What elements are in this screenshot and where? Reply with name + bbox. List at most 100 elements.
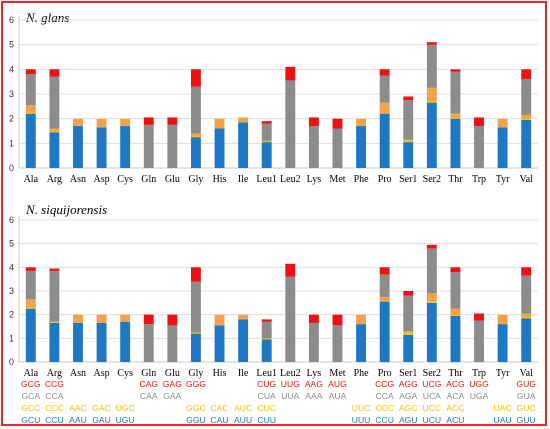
bar-segment-gln-red xyxy=(143,117,154,125)
bar-segment-val-orange xyxy=(521,114,532,119)
bar-segment-val-blue xyxy=(521,318,532,362)
bar-segment-val-yellow xyxy=(521,118,532,120)
bar-segment-thr-yellow xyxy=(450,117,461,119)
bar-segment-ser2-orange xyxy=(426,87,437,102)
y-tick-label: 3 xyxy=(9,89,14,99)
x-category-label: Trp xyxy=(472,174,486,185)
codon-label-arg-gray: CCA xyxy=(45,391,63,401)
codon-label-gln-gray: CAA xyxy=(140,391,158,401)
x-category-label: Cys xyxy=(117,368,133,379)
codon-label-ile-blue: AUU xyxy=(234,415,252,425)
x-category-label: Asp xyxy=(94,368,110,379)
bar-segment-ser2-red xyxy=(426,244,437,249)
bar-segment-pro-blue xyxy=(379,113,390,168)
bar-segment-met-gray xyxy=(332,128,343,168)
bar-segment-pro-orange xyxy=(379,296,390,302)
bar-segment-leu2-red xyxy=(285,66,296,81)
codon-label-val-blue: GUU xyxy=(517,415,536,425)
codon-label-his-yellow: CAC xyxy=(210,403,228,413)
bar-segment-gln-gray xyxy=(143,124,154,168)
codon-label-phe-yellow: UUC xyxy=(352,403,371,413)
x-category-label: Phe xyxy=(354,368,370,379)
y-tick-label: 6 xyxy=(9,215,14,225)
bar-segment-trp-red xyxy=(474,313,484,321)
codon-label-pro-blue: CCU xyxy=(375,415,394,425)
x-category-label: Asn xyxy=(70,368,86,379)
codon-label-gly-yellow: GGC xyxy=(186,403,206,413)
bar-segment-asp-blue xyxy=(96,322,107,362)
bar-segment-ile-blue xyxy=(238,319,249,362)
bar-segment-tyr-orange xyxy=(497,118,508,128)
bar-segment-pro-gray xyxy=(379,274,390,297)
codon-label-cys-blue: UGU xyxy=(116,415,135,425)
x-category-label: Glu xyxy=(165,368,180,379)
bar-segment-ala-gray xyxy=(25,74,36,106)
chart-panel-1: N. glans 0 1 2 3 4 5 6 Ala Arg Asn Asp Cys Gln Glu Gly H… xyxy=(9,10,538,185)
bar-segment-leu1-red xyxy=(261,319,272,322)
codon-label-thr-red: ACG xyxy=(446,379,465,389)
x-category-label: Ser1 xyxy=(399,368,417,379)
bar-segment-met-gray xyxy=(332,325,343,362)
bar-segment-val-gray xyxy=(521,79,532,115)
x-category-label: Asn xyxy=(70,174,86,185)
codon-label-arg-blue: CCU xyxy=(45,415,64,425)
bar-segment-gly-gray xyxy=(190,86,201,134)
bar-segment-lys-red xyxy=(308,314,319,323)
x-category-label: Ser1 xyxy=(399,174,417,185)
bar-segment-lys-gray xyxy=(308,322,319,362)
bar-segment-glu-red xyxy=(167,117,178,125)
bar-segment-asp-orange xyxy=(96,314,107,323)
bar-segment-ser1-yellow xyxy=(403,332,414,335)
codon-label-ala-gray: GCA xyxy=(21,391,40,401)
codon-label-met-red: AUG xyxy=(328,379,347,389)
bar-segment-leu1-yellow xyxy=(261,140,272,143)
codon-label-arg-red: CCG xyxy=(45,379,64,389)
bar-segment-thr-orange xyxy=(450,308,461,315)
y-tick-label: 3 xyxy=(9,286,14,296)
x-category-label: Tyr xyxy=(496,174,510,185)
bar-segment-leu2-gray xyxy=(285,276,296,362)
bar-segment-asn-blue xyxy=(73,126,83,168)
codon-label-asp-blue: GAU xyxy=(92,415,111,425)
bar-segment-phe-orange xyxy=(356,314,367,325)
bar-segment-thr-blue xyxy=(450,315,461,362)
codon-label-ser2-red: UCG xyxy=(422,379,441,389)
codon-label-asp-yellow: GAC xyxy=(92,403,111,413)
bar-segment-glu-red xyxy=(167,314,178,326)
x-category-label: Gln xyxy=(141,174,156,185)
bar-segment-leu1-gray xyxy=(261,123,272,141)
codon-label-val-gray: GUA xyxy=(517,391,536,401)
codon-label-trp-gray: UGA xyxy=(470,391,489,401)
codon-label-ser2-blue: UCU xyxy=(423,415,442,425)
bar-segment-val-blue xyxy=(521,119,532,168)
bar-segment-asn-orange xyxy=(73,314,83,323)
x-category-label: Met xyxy=(329,174,345,185)
codon-label-arg-yellow: CCC xyxy=(45,403,64,413)
x-category-label: Leu1 xyxy=(256,368,277,379)
bar-segment-val-yellow xyxy=(521,317,532,319)
x-category-label: Ser2 xyxy=(423,368,441,379)
bar-segment-trp-gray xyxy=(474,320,484,362)
codon-label-leu1-yellow: CUC xyxy=(257,403,276,413)
bar-segment-ser1-red xyxy=(403,291,414,296)
y-tick-label: 2 xyxy=(9,310,14,320)
codon-label-glu-gray: GAA xyxy=(163,391,181,401)
codon-label-thr-gray: ACA xyxy=(447,391,465,401)
y-tick-label: 4 xyxy=(9,64,14,74)
bar-segment-ser1-blue xyxy=(403,334,414,362)
bar-segment-pro-red xyxy=(379,267,390,275)
bar-segment-ser2-orange xyxy=(426,293,437,302)
bar-segment-ser2-blue xyxy=(426,302,437,362)
bar-segment-val-gray xyxy=(521,275,532,314)
bar-segment-ser2-blue xyxy=(426,102,437,168)
codon-label-met-gray: AUA xyxy=(329,391,347,401)
codon-label-gln-red: CAG xyxy=(139,379,158,389)
bar-segment-arg-red xyxy=(49,268,60,271)
codon-label-ser1-yellow: AGC xyxy=(399,403,418,413)
bar-segment-ala-gray xyxy=(25,270,36,300)
x-category-label: Lys xyxy=(307,174,322,185)
bar-segment-asp-blue xyxy=(96,127,107,168)
bar-segment-his-orange xyxy=(214,314,225,326)
bar-segment-ser1-blue xyxy=(403,142,414,168)
y-tick-label: 0 xyxy=(9,163,14,173)
